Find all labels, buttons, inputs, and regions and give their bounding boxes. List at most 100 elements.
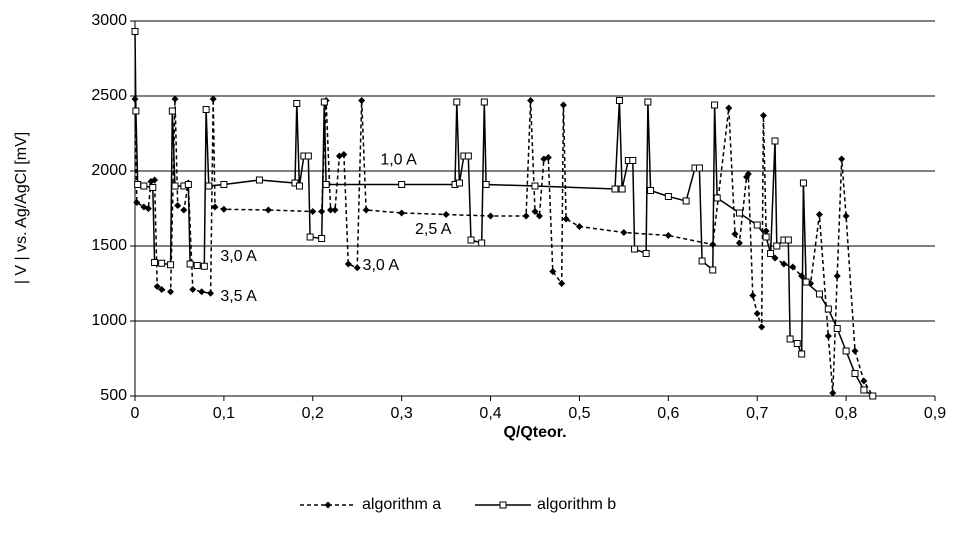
x-tick-label: 0,7 (746, 405, 768, 422)
square-marker (642, 250, 650, 257)
annotation: 1,0 A (380, 151, 417, 168)
x-tick-label: 0,5 (568, 405, 590, 422)
square-marker (695, 164, 703, 172)
square-marker (629, 157, 637, 164)
square-marker (615, 97, 623, 104)
square-marker (186, 260, 194, 268)
square-marker (132, 107, 140, 115)
diamond-marker (522, 212, 530, 220)
legend-label: algorithm b (537, 496, 616, 513)
square-marker (798, 350, 806, 358)
x-tick-label: 0,6 (657, 405, 679, 422)
square-marker (644, 98, 652, 106)
square-marker (255, 176, 263, 184)
diamond-marker (180, 206, 188, 214)
y-tick-label: 3000 (91, 12, 127, 29)
diamond-marker (209, 95, 217, 103)
square-marker (762, 233, 770, 241)
diamond-marker (344, 260, 352, 268)
diamond-marker (824, 332, 832, 340)
square-marker (833, 325, 841, 332)
square-marker (482, 181, 490, 188)
diamond-marker (833, 272, 841, 280)
square-marker (158, 259, 166, 267)
square-marker (193, 262, 201, 269)
square-marker (531, 182, 539, 190)
diamond-marker (798, 272, 806, 280)
square-marker (293, 100, 301, 107)
legend-label: algorithm a (362, 496, 441, 513)
y-axis-label: | V | vs. Ag/AgCl [mV] (13, 132, 30, 284)
diamond-marker (851, 347, 859, 355)
annotation: 2,5 A (415, 221, 452, 238)
square-marker (815, 290, 823, 298)
diamond-marker (198, 288, 206, 296)
y-tick-label: 2500 (91, 87, 127, 104)
diamond-marker (151, 176, 159, 184)
x-tick-label: 0,8 (835, 405, 857, 422)
square-marker (453, 98, 461, 106)
square-marker (478, 239, 486, 247)
diamond-marker (815, 211, 823, 218)
diamond-marker (131, 95, 139, 103)
diamond-marker (144, 205, 152, 212)
diamond-marker (838, 155, 846, 163)
square-marker (480, 98, 488, 106)
diamond-marker (264, 206, 272, 214)
x-axis-label: Q/Qteor. (503, 424, 566, 441)
annotation: 3,5 A (220, 288, 257, 305)
square-marker (220, 181, 228, 188)
square-marker (168, 107, 176, 115)
diamond-marker (535, 212, 543, 220)
square-marker (753, 221, 761, 229)
square-marker (205, 182, 213, 190)
diamond-marker (527, 97, 535, 104)
y-tick-label: 500 (100, 387, 127, 404)
diamond-marker (207, 289, 215, 297)
diamond-marker (309, 208, 317, 215)
square-marker (709, 266, 717, 274)
diamond-marker (558, 280, 566, 287)
diamond-marker (735, 239, 743, 247)
diamond-marker (331, 206, 339, 214)
series-line (134, 31, 874, 397)
square-marker (167, 261, 175, 269)
diamond-marker (487, 212, 495, 220)
y-tick-label: 1500 (91, 237, 127, 254)
square-marker (786, 335, 794, 343)
diamond-marker (220, 205, 228, 213)
square-marker (322, 181, 330, 188)
diamond-marker (829, 389, 837, 397)
annotation: 3,0 A (363, 257, 400, 274)
diamond-marker (664, 232, 672, 239)
square-marker (455, 179, 463, 187)
square-marker (200, 262, 208, 270)
diamond-marker (353, 264, 361, 272)
square-marker (611, 185, 619, 193)
square-marker (306, 233, 314, 241)
square-marker (713, 194, 721, 202)
square-marker (140, 182, 148, 190)
diamond-marker (531, 208, 539, 215)
square-marker (320, 98, 328, 106)
square-marker (735, 209, 743, 217)
square-marker (151, 259, 159, 266)
square-marker (318, 235, 326, 242)
diamond-marker (562, 215, 570, 223)
diamond-marker (575, 223, 583, 230)
diamond-marker (744, 170, 752, 178)
diamond-marker (762, 227, 770, 235)
square-marker (631, 245, 639, 253)
square-marker (824, 305, 832, 313)
x-tick-label: 0,1 (213, 405, 235, 422)
square-marker (295, 182, 303, 190)
diamond-marker (167, 288, 175, 296)
square-marker (767, 250, 775, 257)
diamond-marker (759, 112, 767, 119)
diamond-marker (559, 101, 567, 109)
y-tick-label: 2000 (91, 162, 127, 179)
diamond-marker (780, 260, 788, 268)
square-marker (464, 152, 472, 160)
diamond-marker (549, 268, 557, 275)
